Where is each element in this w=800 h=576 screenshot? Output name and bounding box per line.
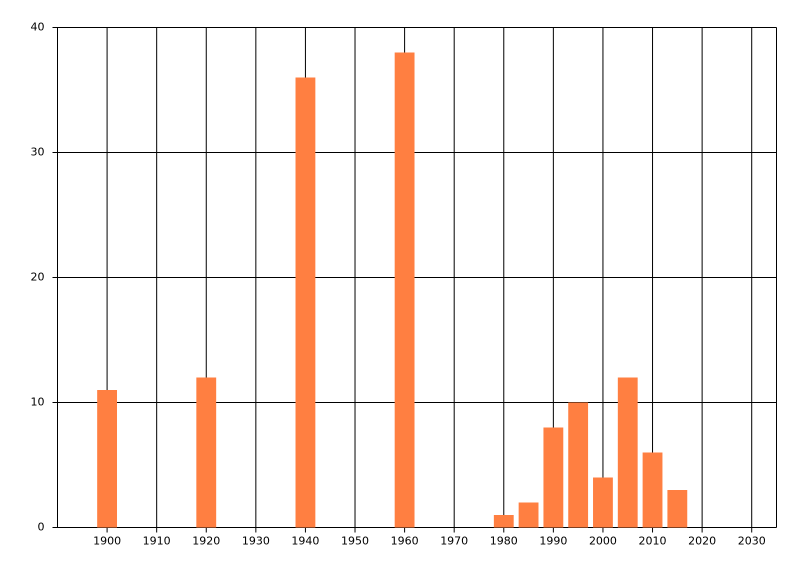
bar (295, 77, 316, 528)
x-tick-label: 2000 (589, 535, 617, 548)
bar (593, 477, 613, 528)
x-tick-label: 1920 (192, 535, 220, 548)
x-tick-label: 2020 (688, 535, 716, 548)
x-tick-label: 1970 (440, 535, 468, 548)
x-tick-label: 1990 (539, 535, 567, 548)
bar (543, 427, 564, 528)
y-tick-label: 0 (38, 521, 45, 534)
x-tick-label: 2010 (639, 535, 667, 548)
bar (568, 402, 589, 528)
x-tick-label: 1950 (341, 535, 369, 548)
bar (617, 377, 638, 528)
y-tick-label: 20 (31, 271, 45, 284)
bar (667, 490, 688, 528)
bar (394, 52, 415, 528)
y-tick-label: 40 (31, 21, 45, 34)
x-tick-label: 1960 (391, 535, 419, 548)
y-tick-label: 30 (31, 146, 45, 159)
x-tick-label: 2030 (738, 535, 766, 548)
bar (642, 452, 663, 528)
bar (493, 515, 514, 528)
x-tick-label: 1900 (93, 535, 121, 548)
bar (196, 377, 217, 528)
x-tick-label: 1980 (490, 535, 518, 548)
y-tick-label: 10 (31, 396, 45, 409)
bar (97, 390, 118, 528)
x-tick-label: 1930 (242, 535, 270, 548)
x-tick-label: 1940 (291, 535, 319, 548)
bar (518, 502, 539, 528)
x-tick-label: 1910 (143, 535, 171, 548)
